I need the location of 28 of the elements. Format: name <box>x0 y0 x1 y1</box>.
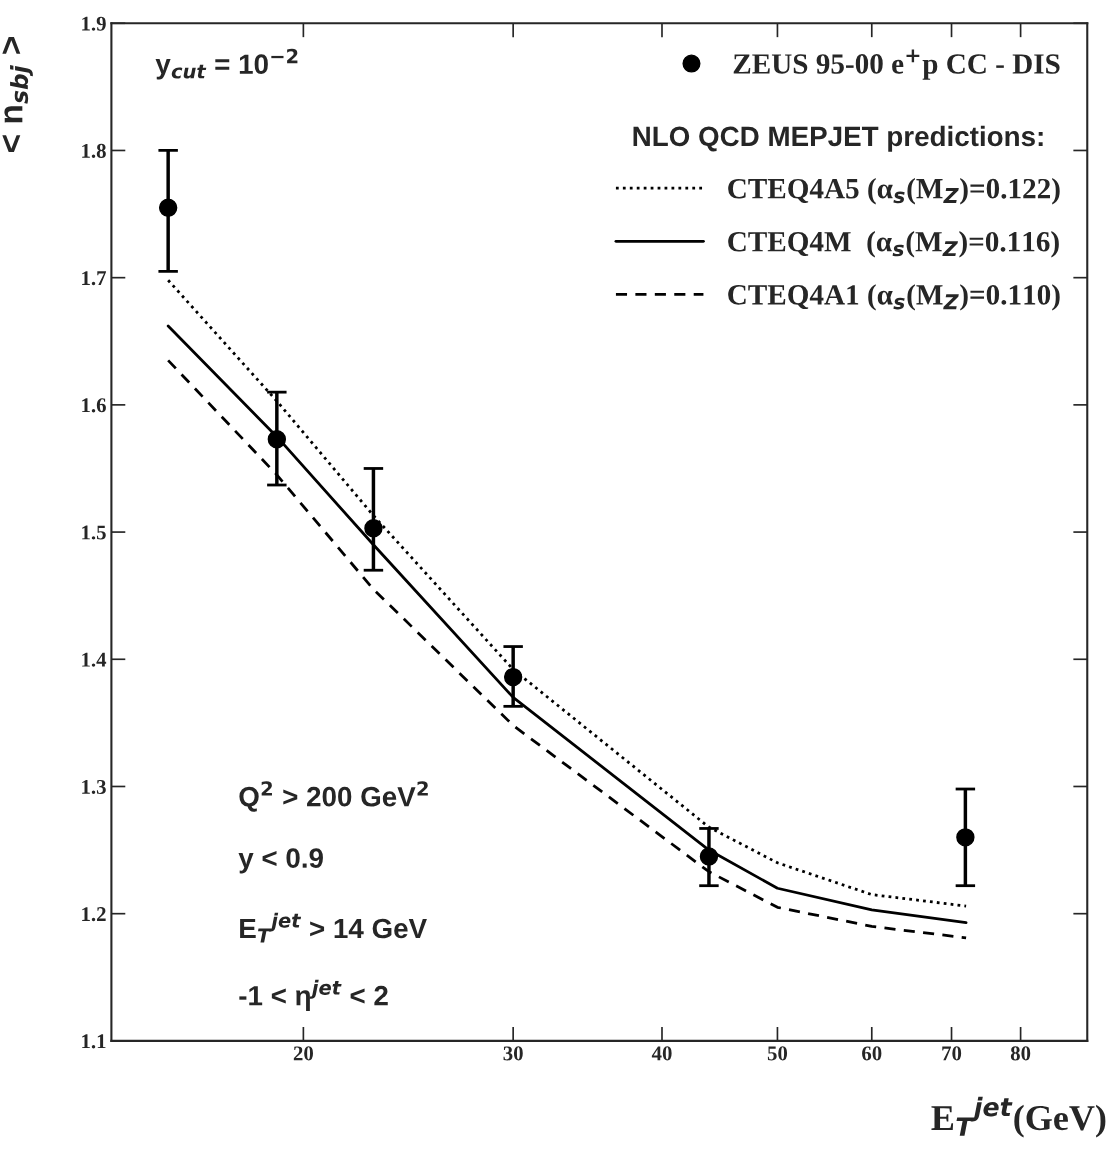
x-tick-label: 80 <box>1010 1046 1031 1061</box>
x-tick-label: 50 <box>767 1046 788 1061</box>
legend-label: ZEUS 95-00 e$^{+}$p CC - DIS <box>733 49 1060 80</box>
y-axis-title: < n$_{sbj}$ > <box>2 37 33 152</box>
x-tick-label: 70 <box>942 1046 962 1061</box>
y-tick-label: 1.9 <box>82 16 106 31</box>
y-tick-label: 1.2 <box>82 907 106 922</box>
y-tick-label: 1.1 <box>82 1034 106 1049</box>
annotation: y$_{cut}$ = 10$^{−2}$ <box>155 48 298 80</box>
annotation: -1 < η$^{jet}$ < 2 <box>239 979 388 1011</box>
annotation: y < 0.9 <box>238 848 323 874</box>
x-axis-title: E$_{T}$$^{jet}$(GeV) <box>931 1096 1106 1138</box>
x-tick-label: 40 <box>651 1046 672 1061</box>
y-tick-label: 1.6 <box>82 398 106 413</box>
legend-label: CTEQ4A1 (α$_{s}$(M$_{Z}$)=0.110) <box>728 284 1060 311</box>
y-tick-label: 1.5 <box>82 525 106 540</box>
annotation: Q$^{2}$ > 200 GeV$^{2}$ <box>239 781 428 812</box>
x-tick-label: 30 <box>503 1046 523 1061</box>
annotation: E$_{T}$$^{jet}$ > 14 GeV <box>240 912 427 943</box>
x-tick-label: 20 <box>293 1046 313 1061</box>
y-tick-label: 1.8 <box>82 143 106 158</box>
legend-label: CTEQ4A5 (α$_{s}$(M$_{Z}$)=0.122) <box>728 177 1060 205</box>
x-tick-label: 60 <box>862 1046 882 1061</box>
legend-title: NLO QCD MEPJET predictions: <box>633 125 1043 152</box>
y-tick-label: 1.4 <box>82 652 107 667</box>
legend-label: CTEQ4M (α$_{s}$(M$_{Z}$)=0.116) <box>728 231 1059 258</box>
y-tick-label: 1.3 <box>82 779 106 794</box>
y-tick-label: 1.7 <box>82 271 107 286</box>
